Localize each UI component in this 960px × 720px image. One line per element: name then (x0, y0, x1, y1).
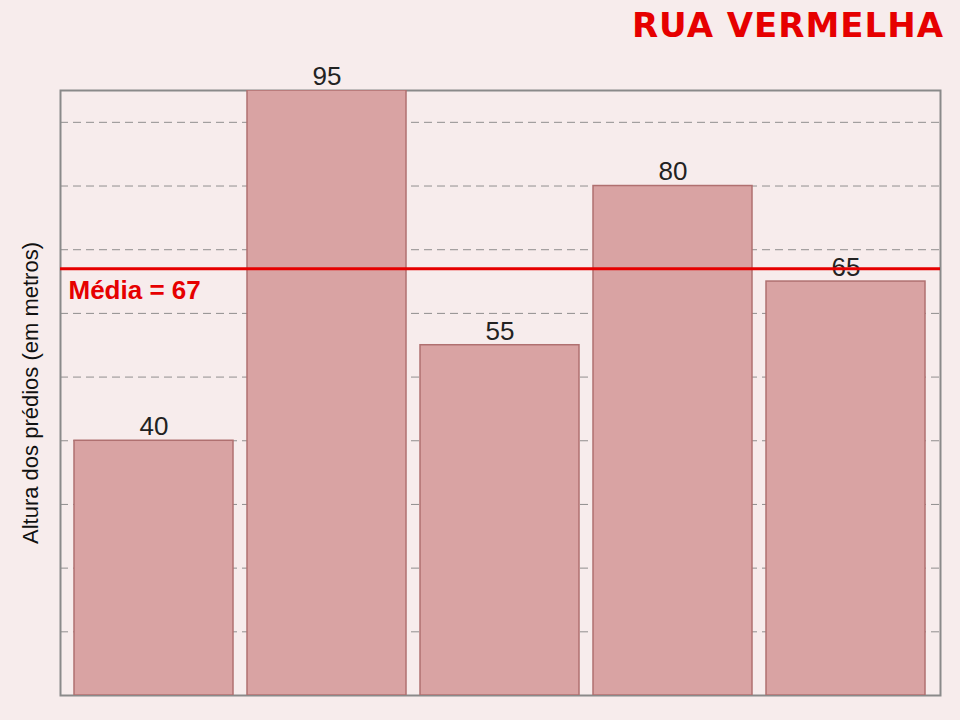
svg-text:95: 95 (313, 61, 342, 91)
svg-text:40: 40 (140, 411, 169, 441)
svg-text:55: 55 (486, 316, 515, 346)
svg-text:Altura dos prédios (em metros): Altura dos prédios (em metros) (18, 242, 43, 544)
svg-text:Média = 67: Média = 67 (69, 275, 201, 305)
html-text:RUA VERMELHA: RUA VERMELHA (631, 5, 944, 45)
svg-text:65: 65 (832, 252, 861, 282)
svg-text:80: 80 (659, 156, 688, 186)
